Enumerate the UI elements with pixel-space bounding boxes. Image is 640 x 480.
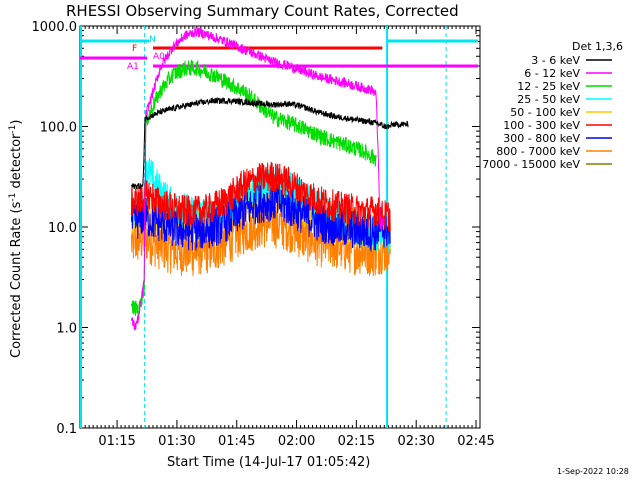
x-tick-labels: 01:15 01:30 01:45 02:00 02:15 02:30 02:45 bbox=[98, 434, 494, 449]
y-tick-label: 1.0 bbox=[56, 322, 77, 337]
series-line bbox=[130, 161, 391, 232]
y-tick-label: 0.1 bbox=[56, 422, 77, 437]
legend-label: 6 - 12 keV bbox=[524, 67, 580, 80]
legend-label: 12 - 25 keV bbox=[517, 80, 580, 93]
legend-label: 800 - 7000 keV bbox=[496, 145, 580, 158]
y-tick-label: 10.0 bbox=[48, 221, 77, 236]
chart-title: RHESSI Observing Summary Count Rates, Co… bbox=[66, 2, 459, 20]
y-axis-label-end: ) bbox=[9, 120, 24, 125]
legend-label: 3 - 6 keV bbox=[531, 54, 580, 67]
x-tick-label: 01:30 bbox=[158, 434, 195, 449]
y-axis-label-mid: detector bbox=[9, 133, 24, 193]
date-stamp: 1-Sep-2022 10:28 bbox=[557, 467, 629, 476]
series-layer bbox=[130, 27, 409, 331]
attenuator-a1-label: A1 bbox=[127, 62, 139, 72]
attenuator-a0-label: A0 bbox=[153, 52, 165, 62]
flare-flag-label: F bbox=[132, 44, 137, 54]
legend-label: 300 - 800 keV bbox=[503, 132, 580, 145]
y-axis-label-main: Corrected Count Rate (s bbox=[9, 201, 24, 358]
y-axis-label: Corrected Count Rate (s-1 detector-1) bbox=[8, 120, 24, 358]
y-axis-label-sup2: -1 bbox=[8, 125, 18, 134]
x-tick-label: 02:30 bbox=[397, 434, 434, 449]
x-axis-label: Start Time (14-Jul-17 01:05:42) bbox=[167, 455, 370, 470]
legend-title: Det 1,3,6 bbox=[572, 40, 623, 53]
x-tick-label: 01:45 bbox=[218, 434, 255, 449]
legend-label: 100 - 300 keV bbox=[503, 119, 580, 132]
x-tick-label: 02:15 bbox=[338, 434, 375, 449]
y-tick-label: 1000.0 bbox=[32, 20, 78, 35]
x-tick-label: 02:00 bbox=[278, 434, 315, 449]
x-tick-label: 02:45 bbox=[457, 434, 494, 449]
y-tick-labels: 0.1 1.0 10.0 100.0 1000.0 bbox=[32, 20, 78, 437]
legend-label: 7000 - 15000 keV bbox=[482, 158, 580, 171]
y-axis-label-sup1: -1 bbox=[8, 193, 18, 202]
series-line bbox=[130, 182, 391, 252]
night-flag-label: N bbox=[149, 35, 156, 45]
orbit-overlays bbox=[80, 26, 478, 428]
legend-label: 25 - 50 keV bbox=[517, 93, 580, 106]
series-line bbox=[130, 96, 409, 190]
series-line bbox=[130, 27, 385, 331]
x-tick-label: 01:15 bbox=[98, 434, 135, 449]
y-tick-label: 100.0 bbox=[40, 121, 77, 136]
legend-label: 50 - 100 keV bbox=[510, 106, 580, 119]
